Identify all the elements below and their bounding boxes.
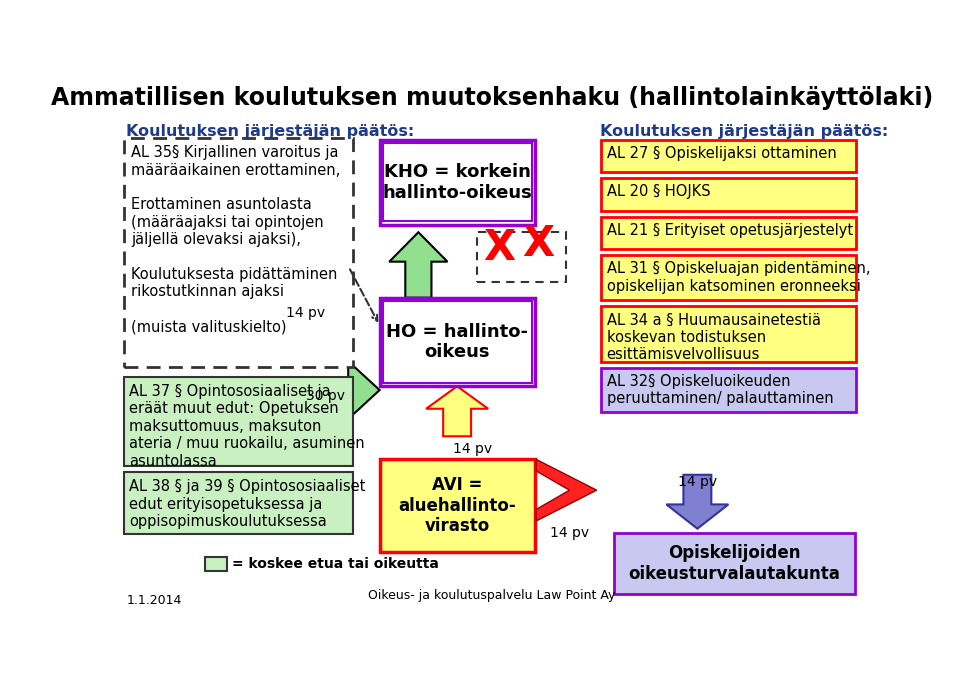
Text: X: X (484, 226, 516, 269)
Text: AL 31 § Opiskeluajan pidentäminen,
opiskelijan katsominen eronneeksi: AL 31 § Opiskeluajan pidentäminen, opisk… (607, 261, 870, 294)
Text: AL 35§ Kirjallinen varoitus ja
määräaikainen erottaminen,

Erottaminen asuntolas: AL 35§ Kirjallinen varoitus ja määräaika… (131, 145, 340, 334)
Bar (383, 301, 532, 383)
Polygon shape (310, 361, 379, 419)
Bar (124, 377, 352, 466)
Text: Opiskelijoiden
oikeusturvalautakunta: Opiskelijoiden oikeusturvalautakunta (629, 544, 841, 583)
Text: AL 37 § Opintososiaaliset ja
eräät muut edut: Opetuksen
maksuttomuus, maksuton
a: AL 37 § Opintososiaaliset ja eräät muut … (130, 384, 365, 469)
Text: AL 20 § HOJKS: AL 20 § HOJKS (607, 185, 710, 200)
Bar (601, 140, 856, 172)
Text: AL 38 § ja 39 § Opintososiaaliset
edut erityisopetuksessa ja
oppisopimuskoulutuk: AL 38 § ja 39 § Opintososiaaliset edut e… (130, 479, 366, 529)
Bar (601, 368, 856, 412)
Bar (379, 140, 535, 224)
Text: AL 27 § Opiskelijaksi ottaminen: AL 27 § Opiskelijaksi ottaminen (607, 146, 836, 161)
Text: 30 pv: 30 pv (306, 389, 345, 404)
Text: 14 pv: 14 pv (678, 475, 717, 490)
Text: Koulutuksen järjestäjän päätös:: Koulutuksen järjestäjän päätös: (601, 124, 889, 140)
Bar (379, 298, 535, 386)
Text: AL 32§ Opiskeluoikeuden
peruuttaminen/ palauttaminen: AL 32§ Opiskeluoikeuden peruuttaminen/ p… (607, 374, 833, 406)
Text: AL 21 § Erityiset opetusjärjestelyt: AL 21 § Erityiset opetusjärjestelyt (607, 223, 852, 238)
Bar (383, 143, 532, 222)
Polygon shape (390, 233, 447, 298)
Text: Koulutuksen järjestäjän päätös:: Koulutuksen järjestäjän päätös: (126, 124, 415, 140)
Bar (379, 460, 535, 552)
Bar (614, 533, 854, 594)
Polygon shape (666, 475, 729, 529)
Text: = koskee etua tai oikeutta: = koskee etua tai oikeutta (231, 557, 439, 571)
Polygon shape (426, 386, 488, 436)
Text: 14 pv: 14 pv (286, 306, 325, 320)
Text: 14 pv: 14 pv (550, 525, 589, 540)
Text: 1.1.2014: 1.1.2014 (126, 594, 181, 607)
Text: 14 pv: 14 pv (453, 443, 492, 456)
Bar (601, 217, 856, 249)
Bar (601, 306, 856, 362)
FancyArrowPatch shape (350, 269, 377, 321)
Text: Ammatillisen koulutuksen muutoksenhaku (hallintolainkäyttölaki): Ammatillisen koulutuksen muutoksenhaku (… (51, 86, 933, 110)
Bar (476, 233, 565, 282)
Bar (601, 255, 856, 300)
Text: AL 34 a § Huumausainetestiä
koskevan todistuksen
esittämisvelvollisuus: AL 34 a § Huumausainetestiä koskevan tod… (607, 313, 821, 362)
Bar (205, 557, 227, 571)
Text: Oikeus- ja koulutuspalvelu Law Point Ay: Oikeus- ja koulutuspalvelu Law Point Ay (369, 589, 615, 602)
Polygon shape (537, 460, 596, 521)
Bar (601, 179, 856, 211)
Text: KHO = korkein
hallinto-oikeus: KHO = korkein hallinto-oikeus (382, 163, 532, 202)
Bar (124, 137, 352, 367)
Text: AVI =
aluehallinto-
virasto: AVI = aluehallinto- virasto (398, 476, 516, 536)
Text: HO = hallinto-
oikeus: HO = hallinto- oikeus (386, 323, 528, 361)
Text: X: X (522, 223, 555, 265)
Bar (124, 473, 352, 534)
